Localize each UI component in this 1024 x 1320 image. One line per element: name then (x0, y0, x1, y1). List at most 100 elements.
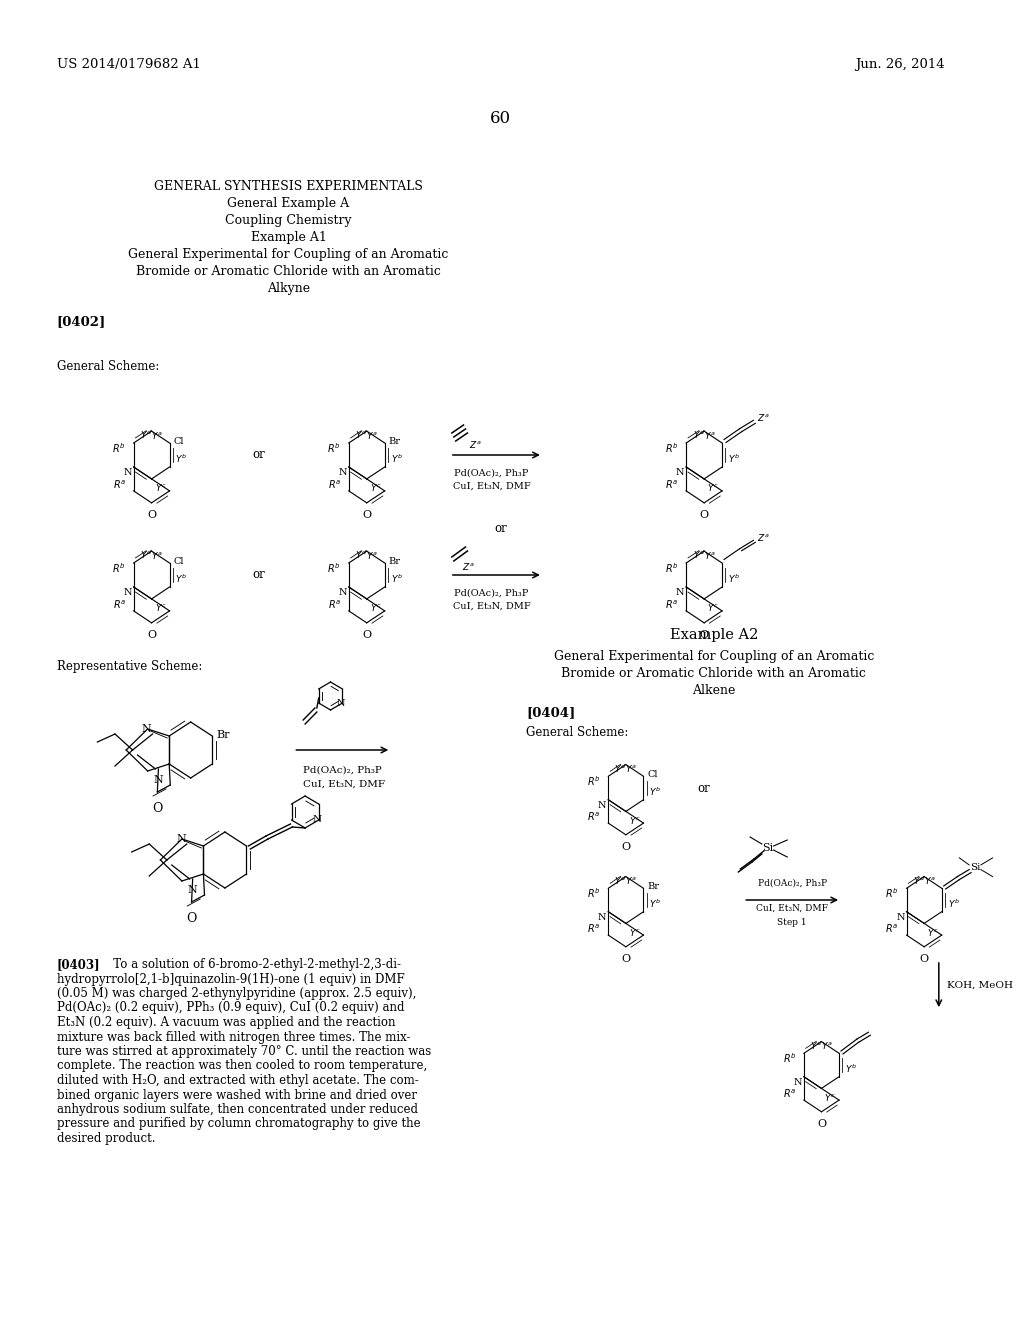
Text: N: N (312, 816, 322, 825)
Text: $Y^a$: $Y^a$ (367, 549, 378, 561)
Text: $Y^d$: $Y^d$ (355, 549, 368, 561)
Text: N: N (154, 775, 163, 785)
Text: $Y^b$: $Y^b$ (175, 573, 187, 585)
Text: Si: Si (970, 863, 980, 871)
Text: or: or (495, 521, 507, 535)
Text: Et₃N (0.2 equiv). A vacuum was applied and the reaction: Et₃N (0.2 equiv). A vacuum was applied a… (56, 1016, 395, 1030)
Text: Pd(OAc)₂, Ph₃P: Pd(OAc)₂, Ph₃P (455, 469, 528, 478)
Text: Br: Br (389, 557, 400, 566)
Text: $Y^b$: $Y^b$ (649, 898, 662, 909)
Text: $Y^d$: $Y^d$ (912, 874, 925, 887)
Text: $R^a$: $R^a$ (587, 810, 600, 824)
Text: $Y^d$: $Y^d$ (140, 549, 153, 561)
Text: Jun. 26, 2014: Jun. 26, 2014 (855, 58, 945, 71)
Text: O: O (362, 630, 372, 640)
Text: Pd(OAc)₂ (0.2 equiv), PPh₃ (0.9 equiv), CuI (0.2 equiv) and: Pd(OAc)₂ (0.2 equiv), PPh₃ (0.9 equiv), … (56, 1002, 404, 1015)
Text: $Y^c$: $Y^c$ (370, 602, 382, 614)
Text: Br: Br (389, 437, 400, 446)
Text: $Y^d$: $Y^d$ (692, 549, 705, 561)
Text: $R^a$: $R^a$ (782, 1088, 796, 1101)
Text: $Y^c$: $Y^c$ (629, 927, 640, 937)
Text: Alkyne: Alkyne (267, 282, 310, 294)
Text: $R^a$: $R^a$ (113, 599, 126, 611)
Text: Coupling Chemistry: Coupling Chemistry (225, 214, 352, 227)
Text: GENERAL SYNTHESIS EXPERIMENTALS: GENERAL SYNTHESIS EXPERIMENTALS (154, 180, 423, 193)
Text: 60: 60 (490, 110, 511, 127)
Text: $Y^a$: $Y^a$ (626, 875, 637, 886)
Text: $R^b$: $R^b$ (113, 441, 126, 454)
Text: $Y^b$: $Y^b$ (649, 785, 662, 797)
Text: $Y^c$: $Y^c$ (370, 482, 382, 494)
Text: $Y^d$: $Y^d$ (614, 763, 627, 775)
Text: $Y^d$: $Y^d$ (692, 429, 705, 441)
Text: O: O (147, 630, 156, 640)
Text: $Y^d$: $Y^d$ (140, 429, 153, 441)
Text: O: O (362, 510, 372, 520)
Text: $Y^d$: $Y^d$ (355, 429, 368, 441)
Text: Pd(OAc)₂, Ph₃P: Pd(OAc)₂, Ph₃P (455, 589, 528, 598)
Text: N: N (123, 589, 132, 598)
Text: $Y^d$: $Y^d$ (614, 874, 627, 887)
Text: N: N (896, 913, 904, 923)
Text: $R^a$: $R^a$ (587, 923, 600, 936)
Text: Br: Br (647, 882, 659, 891)
Text: To a solution of 6-bromo-2-ethyl-2-methyl-2,3-di-: To a solution of 6-bromo-2-ethyl-2-methy… (101, 958, 400, 972)
Text: $Y^a$: $Y^a$ (152, 549, 163, 561)
Text: $Y^a$: $Y^a$ (626, 763, 637, 775)
Text: General Scheme:: General Scheme: (56, 360, 159, 374)
Text: $Z^a$: $Z^a$ (758, 532, 770, 544)
Text: N: N (598, 801, 606, 810)
Text: or: or (697, 781, 711, 795)
Text: Pd(OAc)₂, Ph₃P: Pd(OAc)₂, Ph₃P (758, 879, 826, 888)
Text: CuI, Et₃N, DMF: CuI, Et₃N, DMF (303, 780, 385, 789)
Text: N: N (676, 589, 684, 598)
Text: N: N (142, 725, 152, 734)
Text: CuI, Et₃N, DMF: CuI, Et₃N, DMF (756, 904, 828, 913)
Text: O: O (699, 630, 709, 640)
Text: $Y^b$: $Y^b$ (728, 453, 740, 465)
Text: $R^b$: $R^b$ (587, 774, 600, 788)
Text: O: O (622, 954, 631, 964)
Text: $Y^c$: $Y^c$ (927, 927, 939, 937)
Text: N: N (338, 589, 347, 598)
Text: [0402]: [0402] (56, 315, 105, 327)
Text: O: O (817, 1119, 826, 1129)
Text: Br: Br (216, 730, 229, 739)
Text: Example A2: Example A2 (670, 628, 758, 642)
Text: N: N (338, 469, 347, 478)
Text: desired product.: desired product. (56, 1133, 156, 1144)
Text: O: O (920, 954, 929, 964)
Text: O: O (699, 510, 709, 520)
Text: CuI, Et₃N, DMF: CuI, Et₃N, DMF (453, 482, 530, 491)
Text: $Y^a$: $Y^a$ (703, 430, 716, 441)
Text: $Y^b$: $Y^b$ (728, 573, 740, 585)
Text: mixture was back filled with nitrogen three times. The mix-: mixture was back filled with nitrogen th… (56, 1031, 411, 1044)
Text: Step 1: Step 1 (777, 917, 807, 927)
Text: $Y^b$: $Y^b$ (947, 898, 959, 909)
Text: $R^a$: $R^a$ (328, 479, 341, 491)
Text: $R^a$: $R^a$ (665, 599, 678, 611)
Text: $Y^d$: $Y^d$ (810, 1039, 822, 1052)
Text: $R^b$: $R^b$ (782, 1051, 796, 1065)
Text: Pd(OAc)₂, Ph₃P: Pd(OAc)₂, Ph₃P (303, 766, 382, 775)
Text: anhydrous sodium sulfate, then concentrated under reduced: anhydrous sodium sulfate, then concentra… (56, 1104, 418, 1115)
Text: $R^a$: $R^a$ (328, 599, 341, 611)
Text: N: N (676, 469, 684, 478)
Text: $R^b$: $R^b$ (113, 561, 126, 574)
Text: $Y^b$: $Y^b$ (845, 1063, 857, 1074)
Text: N: N (176, 834, 185, 845)
Text: $Z^a$: $Z^a$ (462, 561, 474, 573)
Text: N: N (598, 913, 606, 923)
Text: $R^a$: $R^a$ (665, 479, 678, 491)
Text: $Y^b$: $Y^b$ (390, 453, 402, 465)
Text: Bromide or Aromatic Chloride with an Aromatic: Bromide or Aromatic Chloride with an Aro… (136, 265, 441, 279)
Text: N: N (123, 469, 132, 478)
Text: Representative Scheme:: Representative Scheme: (56, 660, 202, 673)
Text: or: or (253, 569, 265, 582)
Text: bined organic layers were washed with brine and dried over: bined organic layers were washed with br… (56, 1089, 417, 1101)
Text: N: N (187, 884, 198, 895)
Text: $R^b$: $R^b$ (665, 561, 678, 574)
Text: $R^a$: $R^a$ (886, 923, 899, 936)
Text: $R^a$: $R^a$ (113, 479, 126, 491)
Text: $R^b$: $R^b$ (587, 886, 600, 900)
